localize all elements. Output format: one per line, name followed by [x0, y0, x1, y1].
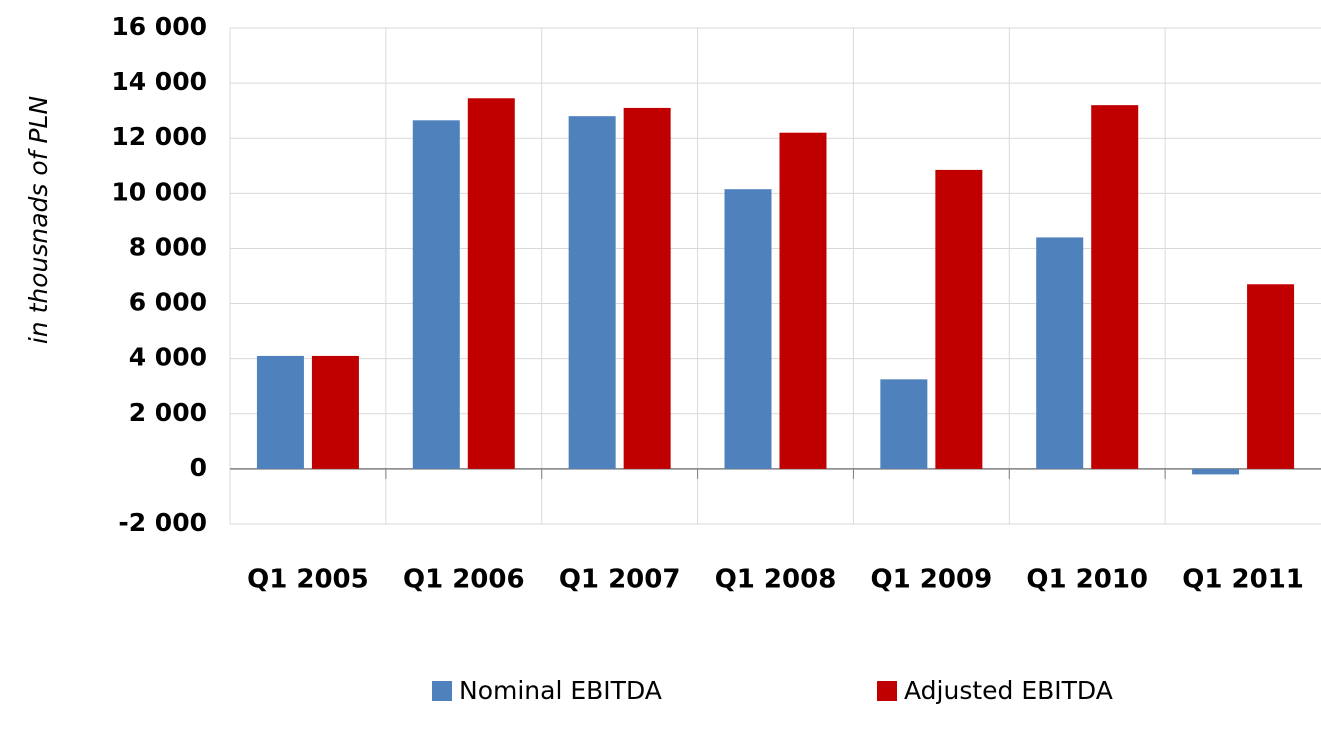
- legend-label: Adjusted EBITDA: [904, 676, 1113, 705]
- legend-swatch: [432, 681, 452, 701]
- bar: [779, 132, 827, 469]
- x-tick-label: Q1 2006: [403, 565, 525, 595]
- x-tick-label: Q1 2010: [1026, 565, 1148, 595]
- x-tick-label: Q1 2007: [559, 565, 681, 595]
- bar: [256, 355, 304, 469]
- bar: [412, 120, 460, 469]
- bar: [568, 116, 616, 469]
- bar: [935, 169, 983, 469]
- y-tick-label: 0: [190, 453, 207, 482]
- y-tick-label: 10 000: [111, 177, 207, 206]
- y-tick-label: 16 000: [111, 12, 207, 41]
- bar: [623, 107, 671, 469]
- bar: [880, 379, 928, 469]
- bar: [311, 355, 359, 469]
- bar: [1247, 284, 1295, 469]
- y-tick-label: 14 000: [111, 67, 207, 96]
- y-tick-label: 8 000: [129, 232, 207, 261]
- y-tick-label: 12 000: [111, 122, 207, 151]
- bar: [1192, 468, 1240, 475]
- y-tick-label: 6 000: [129, 288, 207, 317]
- y-axis-label: in thousnads of PLN: [24, 96, 53, 345]
- y-tick-label: 2 000: [129, 398, 207, 427]
- bar: [724, 189, 772, 469]
- y-tick-label: 4 000: [129, 343, 207, 372]
- x-tick-label: Q1 2011: [1182, 565, 1304, 595]
- bar: [1036, 237, 1084, 469]
- x-tick-label: Q1 2008: [715, 565, 837, 595]
- bar: [467, 98, 515, 469]
- legend-label: Nominal EBITDA: [459, 676, 662, 705]
- legend-swatch: [877, 681, 897, 701]
- y-tick-label: -2 000: [118, 508, 207, 537]
- bar: [1091, 105, 1139, 469]
- x-tick-label: Q1 2005: [247, 565, 369, 595]
- x-tick-label: Q1 2009: [871, 565, 993, 595]
